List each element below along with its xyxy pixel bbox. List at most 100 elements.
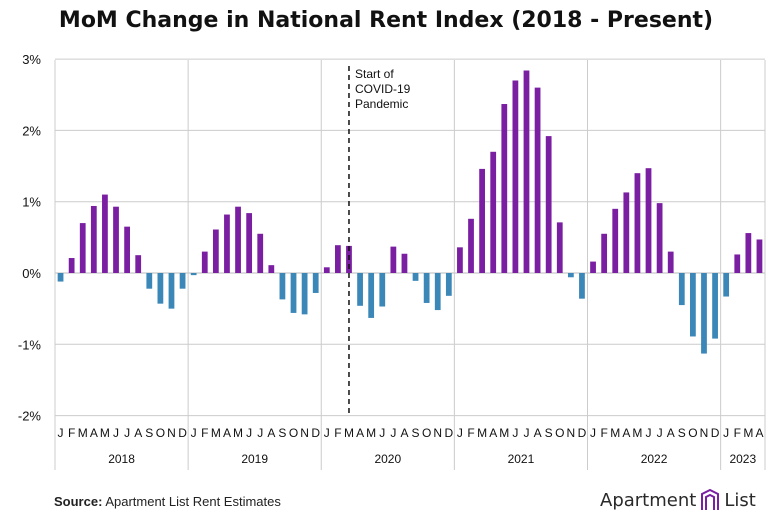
bar (323, 267, 330, 273)
bar (512, 80, 519, 274)
y-tick-label: -2% (18, 409, 42, 424)
x-tick-month: A (223, 426, 231, 440)
bar (335, 245, 341, 273)
x-tick-month: M (632, 426, 642, 440)
covid-annotation: Pandemic (355, 97, 408, 111)
bar (545, 136, 552, 273)
x-tick-month: J (646, 426, 652, 440)
bar (556, 222, 563, 273)
x-tick-month: D (444, 426, 453, 440)
bar (601, 233, 608, 273)
bar (712, 273, 718, 339)
x-tick-month: J (590, 426, 596, 440)
x-tick-month: M (499, 426, 509, 440)
x-tick-month: J (124, 426, 130, 440)
bar (501, 104, 508, 273)
x-tick-month: D (711, 426, 720, 440)
bar (645, 168, 652, 273)
x-tick-month: A (755, 426, 763, 440)
bar (457, 247, 463, 273)
x-tick-month: F (467, 426, 474, 440)
bar (567, 273, 574, 278)
bar (257, 233, 264, 273)
source-note: Source: Apartment List Rent Estimates (54, 494, 281, 509)
bar (390, 246, 397, 273)
x-tick-month: O (555, 426, 564, 440)
bar (678, 273, 685, 306)
apartment-list-logo: Apartment List (600, 486, 756, 514)
bar (667, 251, 674, 273)
source-label: Source: (54, 494, 103, 509)
y-tick-label: -1% (18, 337, 42, 352)
bar (68, 258, 75, 273)
bar (690, 273, 696, 337)
bar (445, 273, 452, 296)
x-tick-month: A (400, 426, 408, 440)
bar (146, 273, 153, 289)
bar (79, 223, 86, 273)
x-tick-month: N (167, 426, 176, 440)
bar (290, 273, 297, 313)
bar (612, 208, 619, 273)
bar (634, 173, 641, 273)
x-tick-month: J (113, 426, 119, 440)
bar (745, 233, 752, 273)
bar (623, 192, 630, 273)
x-tick-month: N (433, 426, 442, 440)
x-tick-month: A (489, 426, 497, 440)
x-tick-month: J (390, 426, 396, 440)
bar (201, 251, 208, 273)
x-tick-month: S (145, 426, 153, 440)
x-tick-month: D (178, 426, 187, 440)
chart-title: MoM Change in National Rent Index (2018 … (58, 8, 714, 33)
bar (756, 239, 763, 273)
x-tick-month: J (257, 426, 263, 440)
x-tick-month: A (534, 426, 542, 440)
bar (246, 213, 253, 273)
bar (190, 273, 197, 276)
bar (235, 206, 241, 273)
bar (102, 194, 108, 273)
bar (157, 273, 164, 304)
x-tick-month: M (477, 426, 487, 440)
bar (268, 265, 275, 273)
y-tick-label: 0% (22, 266, 41, 281)
x-tick-month: O (688, 426, 697, 440)
x-tick-month: J (723, 426, 729, 440)
x-tick-month: D (578, 426, 587, 440)
bar (301, 273, 308, 315)
x-tick-month: O (156, 426, 165, 440)
x-tick-year: 2020 (374, 452, 401, 466)
x-tick-month: F (334, 426, 341, 440)
x-tick-month: M (78, 426, 88, 440)
bar (379, 273, 386, 307)
covid-annotation: Start of (355, 67, 394, 81)
y-tick-label: 1% (22, 195, 41, 210)
building-logo-icon (701, 488, 720, 510)
x-tick-month: J (379, 426, 385, 440)
x-tick-month: O (422, 426, 431, 440)
bar (401, 253, 408, 273)
x-tick-month: J (191, 426, 197, 440)
x-tick-month: N (300, 426, 309, 440)
bar (90, 205, 97, 273)
x-tick-month: J (523, 426, 529, 440)
x-tick-month: M (366, 426, 376, 440)
bar (179, 273, 186, 289)
x-tick-month: A (356, 426, 364, 440)
bar (468, 218, 474, 273)
bar (490, 151, 497, 273)
bar (656, 203, 663, 273)
bar (534, 87, 541, 274)
x-tick-month: F (734, 426, 741, 440)
x-tick-month: A (622, 426, 630, 440)
bar (279, 273, 286, 300)
x-tick-year: 2018 (108, 452, 135, 466)
x-tick-month: M (344, 426, 354, 440)
x-tick-month: J (512, 426, 518, 440)
bar (124, 226, 130, 273)
bar (734, 254, 741, 273)
bar (523, 70, 530, 274)
x-tick-month: S (678, 426, 686, 440)
x-tick-month: J (246, 426, 252, 440)
